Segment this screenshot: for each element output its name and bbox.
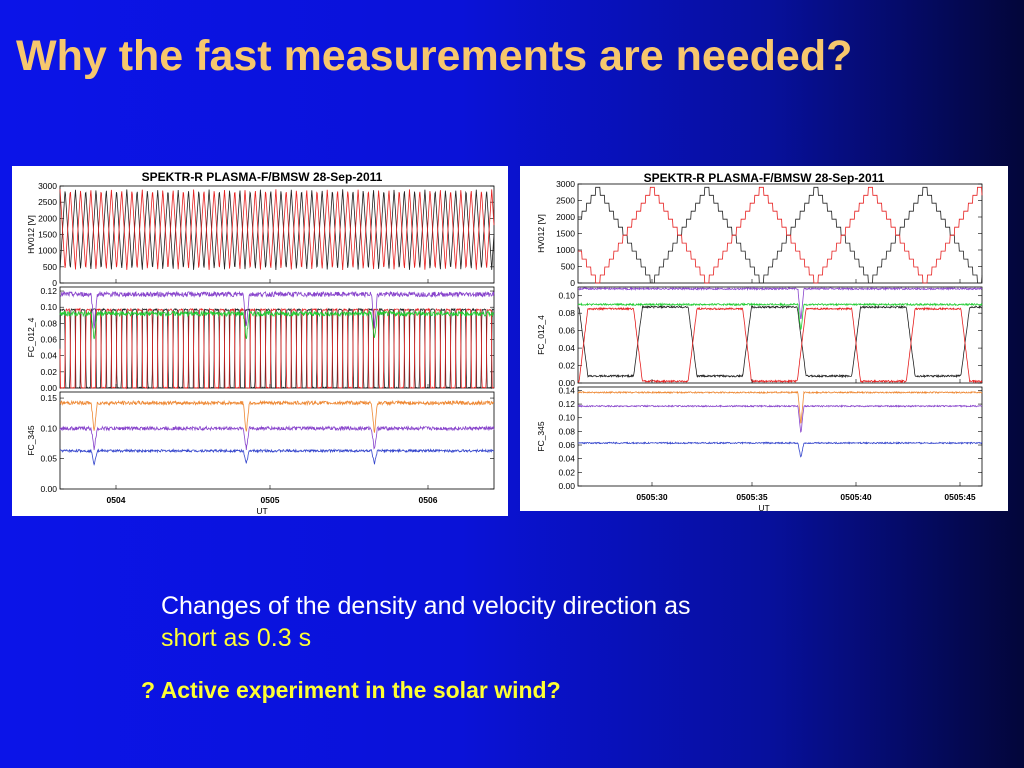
- x-tick-label: 0504: [107, 495, 126, 505]
- y-tick-label: 1500: [38, 230, 57, 240]
- y-tick-label: 0.06: [558, 326, 575, 336]
- panel-frame: [59, 185, 495, 284]
- panel-frame: [577, 286, 983, 384]
- y-tick-label: 0.00: [40, 383, 57, 393]
- panel-1: 3000 2500 2000 1500 1000 500 0 HV012 [V]: [536, 179, 983, 288]
- caption-text: Changes of the density and velocity dire…: [161, 592, 691, 620]
- panel-1: 3000 2500 2000 1500 1000 500 0 HV012 [V]: [26, 181, 495, 288]
- y-tick-label: 0.08: [558, 308, 575, 318]
- series-line-purple: [577, 286, 983, 320]
- y-tick-label: 0.10: [558, 413, 575, 423]
- y-tick-label: 0.12: [558, 399, 575, 409]
- y-axis-label: FC_345: [536, 421, 546, 452]
- y-tick-label: 0.02: [40, 367, 57, 377]
- y-tick-label: 0.10: [40, 423, 57, 433]
- series-line-black: [59, 307, 495, 390]
- y-tick-label: 0.06: [558, 440, 575, 450]
- y-tick-label: 2000: [38, 213, 57, 223]
- y-tick-label: 0.08: [558, 426, 575, 436]
- y-tick-label: 0.14: [558, 385, 575, 395]
- panel-2: 0.12 0.10 0.08 0.06 0.04 0.02 0.00 FC_012_4: [26, 286, 495, 393]
- panel-2: 0.10 0.08 0.06 0.04 0.02 0.00 FC_012_4: [536, 286, 983, 388]
- y-tick-label: 0.04: [40, 351, 57, 361]
- question-line: ? Active experiment in the solar wind?: [141, 677, 561, 703]
- slide-title: Why the fast measurements are needed?: [16, 32, 853, 80]
- y-tick-label: 1000: [556, 245, 575, 255]
- series-line-orange: [577, 390, 983, 424]
- x-tick-label: 0505:30: [636, 492, 667, 502]
- x-axis-label: UT: [256, 506, 267, 516]
- x-tick-label: 0506: [419, 495, 438, 505]
- y-tick-label: 500: [43, 262, 57, 272]
- y-tick-label: 500: [561, 262, 575, 272]
- chart-right: SPEKTR-R PLASMA-F/BMSW 28-Sep-2011 3000 25…: [536, 171, 983, 511]
- y-tick-label: 0.10: [558, 291, 575, 301]
- series-line-purple: [59, 290, 495, 329]
- y-tick-label: 0.00: [40, 484, 57, 494]
- y-tick-label: 0.04: [558, 454, 575, 464]
- y-tick-label: 0.04: [558, 343, 575, 353]
- y-tick-label: 0.00: [558, 481, 575, 491]
- x-tick-label: 0505:40: [840, 492, 871, 502]
- panel-3: 0.14 0.12 0.10 0.08 0.06 0.04 0.02 0.00 FC_345: [536, 385, 983, 491]
- x-tick-label: 0505: [261, 495, 280, 505]
- series-line-blue: [577, 441, 983, 458]
- panel-frame: [59, 286, 495, 389]
- chart-left: SPEKTR-R PLASMA-F/BMSW 28-Sep-2011 3000 25…: [26, 170, 495, 516]
- x-tick-label: 0505:45: [944, 492, 975, 502]
- y-axis-label: HV012 [V]: [26, 215, 36, 254]
- y-tick-label: 0.06: [40, 335, 57, 345]
- y-tick-label: 0.00: [558, 378, 575, 388]
- panel-frame: [577, 386, 983, 487]
- panel-3: 0.15 0.10 0.05 0.00 FC_345: [26, 391, 495, 494]
- y-axis-label: FC_012_4: [26, 317, 36, 357]
- y-tick-label: 3000: [38, 181, 57, 191]
- y-tick-label: 0.12: [40, 286, 57, 296]
- y-tick-label: 0.05: [40, 454, 57, 464]
- series-line-purple: [577, 404, 983, 433]
- chart-title: SPEKTR-R PLASMA-F/BMSW 28-Sep-2011: [142, 170, 383, 184]
- figure-right: SPEKTR-R PLASMA-F/BMSW 28-Sep-2011 3000 25…: [520, 166, 1008, 511]
- y-tick-label: 0.15: [40, 393, 57, 403]
- y-axis-label: FC_012_4: [536, 315, 546, 355]
- y-tick-label: 0.02: [558, 361, 575, 371]
- series-line-red: [59, 307, 495, 390]
- y-tick-label: 0.10: [40, 302, 57, 312]
- series-line-purple: [59, 425, 495, 451]
- series-line-black: [59, 189, 495, 271]
- series-line-orange: [59, 399, 495, 433]
- y-tick-label: 2500: [556, 196, 575, 206]
- chart-title: SPEKTR-R PLASMA-F/BMSW 28-Sep-2011: [644, 171, 885, 185]
- series-line-blue: [59, 448, 495, 466]
- y-tick-label: 2000: [556, 212, 575, 222]
- x-tick-label: 0505:35: [736, 492, 767, 502]
- series-line-red: [59, 189, 495, 271]
- y-tick-label: 1000: [38, 246, 57, 256]
- y-tick-label: 1500: [556, 229, 575, 239]
- series-line-black: [577, 304, 983, 379]
- y-tick-label: 2500: [38, 197, 57, 207]
- y-tick-label: 3000: [556, 179, 575, 189]
- y-tick-label: 0: [570, 278, 575, 288]
- caption-highlight: short as 0.3 s: [161, 624, 312, 652]
- y-axis-label: FC_345: [26, 425, 36, 456]
- y-tick-label: 0.08: [40, 318, 57, 328]
- series-line-green: [59, 309, 495, 340]
- x-axis-label: UT: [758, 503, 769, 511]
- series-line-green: [577, 302, 983, 330]
- caption: Changes of the density and velocity dire…: [161, 590, 921, 654]
- y-axis-label: HV012 [V]: [536, 214, 546, 253]
- series-line-black: [578, 186, 983, 284]
- series-line-red: [577, 306, 983, 384]
- panel-frame: [577, 183, 983, 284]
- panel-frame: [59, 391, 495, 490]
- y-tick-label: 0: [52, 278, 57, 288]
- figure-left: SPEKTR-R PLASMA-F/BMSW 28-Sep-2011 3000 25…: [12, 166, 508, 516]
- series-line-red: [578, 186, 983, 284]
- y-tick-label: 0.02: [558, 467, 575, 477]
